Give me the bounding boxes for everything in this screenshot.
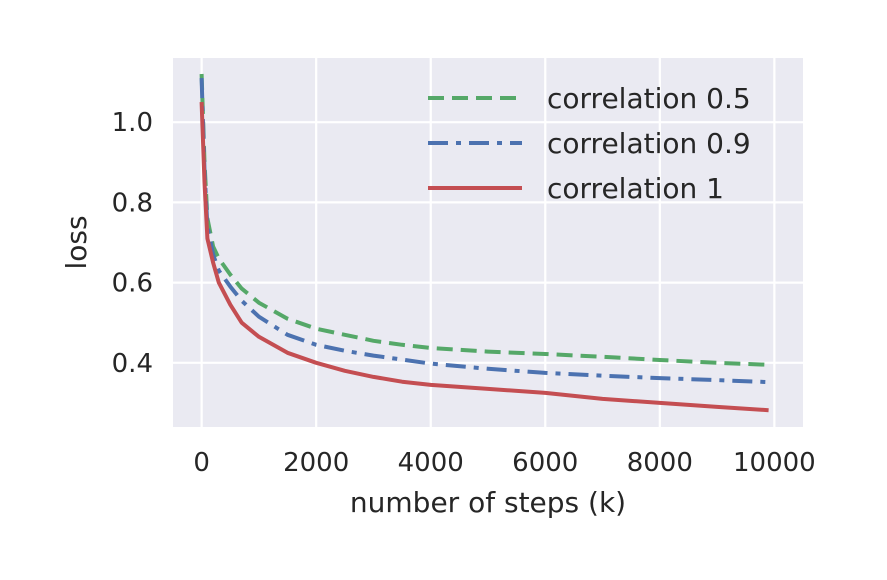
legend-label-3: correlation 1 [547, 172, 724, 205]
series-line-3 [199, 102, 769, 413]
x-tick-labels: 0 2000 4000 6000 8000 10000 [193, 448, 815, 478]
x-axis-title: number of steps (k) [350, 486, 626, 519]
x-tick-label: 2000 [283, 448, 349, 478]
y-tick-label: 0.6 [112, 269, 153, 299]
y-tick-labels: 0.4 0.6 0.8 1.0 [112, 108, 153, 379]
series-lines [199, 73, 769, 413]
plot-area [173, 58, 803, 427]
legend: correlation 0.5 correlation 0.9 correlatio… [428, 82, 751, 205]
series-line-1 [199, 73, 769, 367]
series-line-2 [199, 78, 769, 385]
y-tick-label: 0.4 [112, 349, 153, 379]
y-tick-label: 0.8 [112, 188, 153, 218]
y-axis-title: loss [60, 215, 93, 269]
legend-label-1: correlation 0.5 [547, 82, 751, 115]
x-tick-label: 4000 [398, 448, 464, 478]
legend-label-2: correlation 0.9 [547, 127, 751, 160]
y-tick-label: 1.0 [112, 108, 153, 138]
x-tick-label: 10000 [733, 448, 816, 478]
grid-lines [173, 58, 803, 427]
x-tick-label: 6000 [512, 448, 578, 478]
x-tick-label: 0 [193, 448, 210, 478]
x-tick-label: 8000 [627, 448, 693, 478]
